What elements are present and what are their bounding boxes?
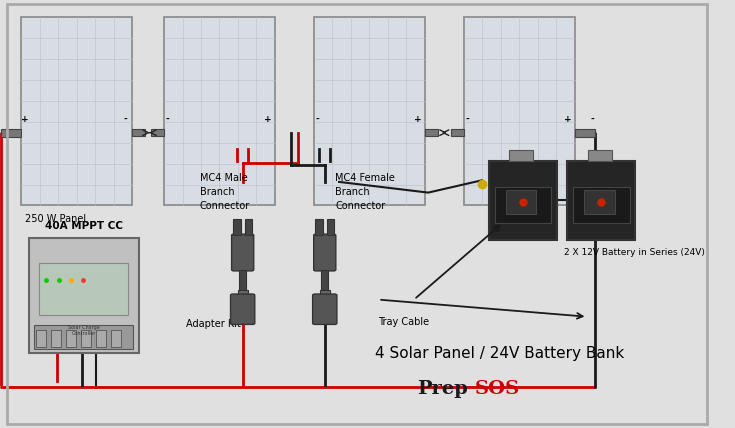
Text: MC4 Male
Branch
Connector: MC4 Male Branch Connector (200, 173, 250, 211)
Bar (111, 330, 121, 347)
Bar (575, 129, 595, 137)
Bar (245, 219, 252, 235)
FancyBboxPatch shape (231, 294, 255, 324)
Text: Solar Charge
Controller: Solar Charge Controller (68, 325, 100, 336)
Text: -: - (466, 115, 470, 124)
Bar (237, 290, 248, 297)
Text: +: + (21, 115, 29, 124)
Bar (327, 219, 334, 235)
Bar (567, 160, 635, 240)
Bar (584, 190, 615, 214)
Bar (164, 17, 275, 205)
Text: 40A MPPT CC: 40A MPPT CC (45, 221, 123, 231)
Text: 250 W Panel: 250 W Panel (25, 214, 86, 224)
Bar (29, 238, 139, 353)
Bar (573, 187, 629, 223)
Text: +: + (414, 115, 421, 124)
Bar (132, 129, 145, 136)
Text: +: + (564, 115, 571, 124)
Bar (320, 290, 330, 297)
Bar (51, 330, 62, 347)
Text: Prep: Prep (417, 380, 467, 398)
Bar (21, 17, 132, 205)
Text: Adapter Kit: Adapter Kit (185, 319, 240, 329)
Text: 2 X 12V Battery in Series (24V): 2 X 12V Battery in Series (24V) (564, 248, 705, 257)
Bar (315, 219, 323, 235)
Bar (39, 263, 129, 315)
Text: -: - (316, 115, 320, 124)
Bar (151, 129, 164, 136)
Text: 4 Solar Panel / 24V Battery Bank: 4 Solar Panel / 24V Battery Bank (375, 345, 624, 361)
Bar (66, 330, 76, 347)
Bar (82, 330, 91, 347)
Bar (96, 330, 107, 347)
Text: SOS: SOS (475, 380, 520, 398)
FancyBboxPatch shape (314, 234, 336, 271)
Bar (239, 270, 246, 291)
Bar (451, 129, 464, 136)
Bar (495, 187, 551, 223)
Bar (321, 270, 329, 291)
Bar (234, 219, 240, 235)
Bar (588, 150, 612, 160)
Text: -: - (166, 115, 170, 124)
Bar (314, 17, 425, 205)
Bar (35, 325, 134, 349)
Bar (506, 190, 537, 214)
Text: MC4 Female
Branch
Connector: MC4 Female Branch Connector (335, 173, 395, 211)
FancyBboxPatch shape (232, 234, 254, 271)
Bar (1, 129, 21, 137)
Bar (489, 160, 556, 240)
Text: +: + (264, 115, 271, 124)
Text: -: - (590, 115, 595, 124)
Text: -: - (123, 115, 126, 124)
Bar (425, 129, 437, 136)
FancyBboxPatch shape (312, 294, 337, 324)
Text: Tray Cable: Tray Cable (378, 317, 429, 327)
Bar (37, 330, 46, 347)
Bar (464, 17, 575, 205)
Bar (509, 150, 533, 160)
